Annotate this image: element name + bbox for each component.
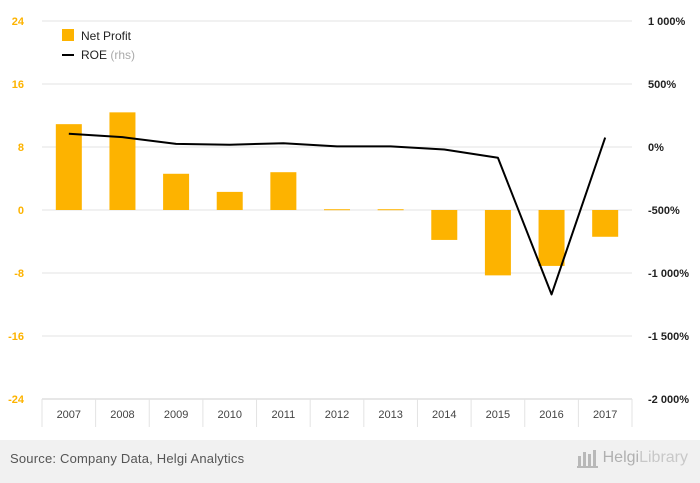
y-left-tick-label: -16 (8, 331, 24, 343)
bar (431, 210, 458, 240)
y-left-tick-label: 24 (12, 16, 25, 28)
bar (270, 172, 297, 210)
footer: Source: Company Data, Helgi Analytics He… (0, 440, 700, 483)
y-right-tick-label: -1 500% (648, 331, 689, 343)
x-tick-label: 2010 (217, 409, 241, 421)
x-tick-label: 2009 (164, 409, 188, 421)
y-right-tick-label: -500% (648, 205, 680, 217)
bar-series (55, 112, 619, 276)
legend-swatch-net-profit (62, 29, 74, 41)
y-right-tick-label: 0% (648, 142, 664, 154)
x-tick-label: 2013 (378, 409, 402, 421)
x-tick-label: 2007 (57, 409, 81, 421)
y-left-tick-label: -24 (8, 394, 25, 406)
bar (484, 210, 511, 276)
legend: Net Profit ROE (rhs) (62, 29, 135, 62)
bar (216, 191, 243, 210)
x-tick-label: 2012 (325, 409, 349, 421)
roe-line (68, 132, 607, 296)
y-right-tick-label: 500% (648, 79, 676, 91)
y-left-tick-label: 0 (18, 205, 24, 217)
x-tick-label: 2011 (272, 409, 296, 421)
bar (109, 112, 136, 210)
x-tick-label: 2017 (593, 409, 617, 421)
y-right-tick-label: 1 000% (648, 16, 686, 28)
legend-label-roe: ROE (rhs) (81, 48, 135, 62)
chart: 24 16 8 0 -8 -16 -24 1 000% 500% 0% -500% -1 000% -1… (8, 16, 689, 427)
bar (55, 124, 82, 210)
y-right-tick-label: -2 000% (648, 394, 689, 406)
x-tick-label: 2016 (539, 409, 563, 421)
brand-name-part1: Helgi (602, 449, 640, 466)
bar (324, 209, 350, 211)
legend-label-net-profit: Net Profit (81, 29, 132, 43)
brand-name-part2: Library (639, 449, 688, 466)
x-tick-label: 2015 (486, 409, 510, 421)
source-note: Source: Company Data, Helgi Analytics (10, 451, 245, 466)
brand-logo: Helgi Library (576, 448, 688, 468)
bar (592, 210, 619, 237)
bar (377, 209, 404, 211)
y-left-tick-label: 16 (12, 79, 24, 91)
y-left-tick-label: -8 (14, 268, 24, 280)
y-right-tick-label: -1 000% (648, 268, 689, 280)
y-left-tick-label: 8 (18, 142, 24, 154)
axes: 24 16 8 0 -8 -16 -24 1 000% 500% 0% -500% -1 000% -1… (8, 16, 689, 427)
x-tick-label: 2014 (432, 409, 456, 421)
bar (163, 173, 190, 210)
legend-label-roe-suffix: (rhs) (110, 48, 135, 62)
x-tick-label: 2008 (110, 409, 134, 421)
line-series (68, 132, 607, 296)
bar (538, 210, 565, 266)
helgi-library-logo-icon (576, 450, 598, 468)
